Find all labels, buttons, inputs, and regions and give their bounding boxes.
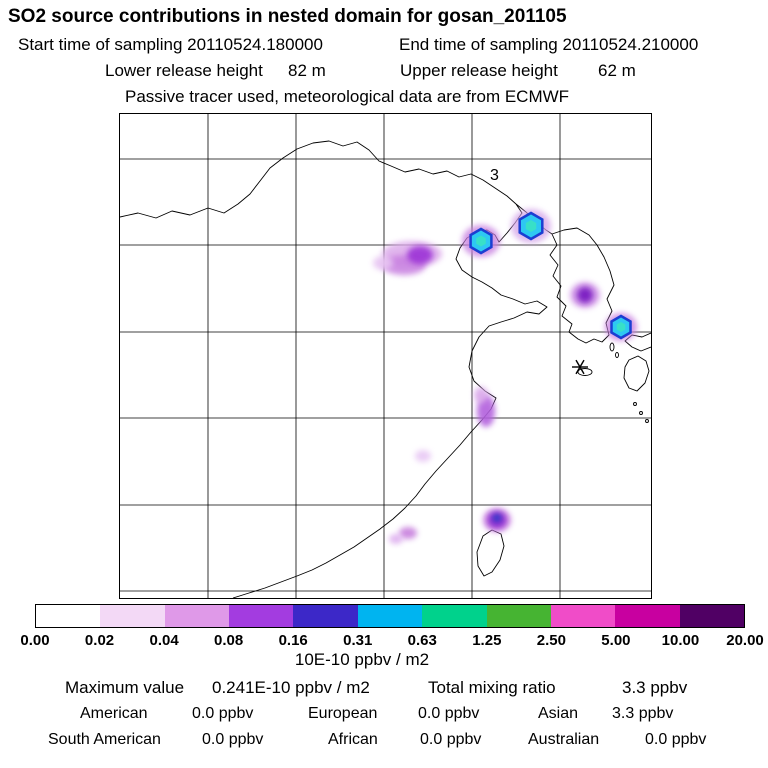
colorbar-segment bbox=[486, 605, 551, 627]
colorbar-tick-label: 0.04 bbox=[149, 632, 179, 649]
colorbar-tick-label: 0.31 bbox=[343, 632, 373, 649]
continent-value-american: 0.0 ppbv bbox=[192, 705, 254, 722]
plume-inner-mongolia-core bbox=[407, 246, 433, 264]
tracer-note: Passive tracer used, meteorological data… bbox=[125, 87, 570, 106]
colorbar-tick-label: 5.00 bbox=[601, 632, 631, 649]
continent-name-american: American bbox=[80, 705, 148, 722]
colorbar-tick-label: 2.50 bbox=[536, 632, 566, 649]
colorbar-tick-label: 20.00 bbox=[726, 632, 764, 649]
continent-value-australian: 0.0 ppbv bbox=[645, 731, 707, 748]
island-dot-3 bbox=[645, 419, 649, 423]
continent-name-african: African bbox=[328, 731, 378, 748]
hex-spot-2-core bbox=[525, 220, 537, 232]
concentration-hotspots bbox=[373, 209, 637, 544]
smudge-south-china bbox=[399, 527, 417, 539]
colorbar-segment bbox=[679, 605, 744, 627]
coastline-kyushu bbox=[623, 355, 650, 392]
plot-title: SO2 source contributions in nested domai… bbox=[8, 6, 567, 27]
coastline-honshu bbox=[624, 332, 651, 352]
island-dot-2 bbox=[639, 411, 643, 415]
continent-value-african: 0.0 ppbv bbox=[420, 731, 482, 748]
patch-inland-faint bbox=[415, 450, 431, 462]
island-dot-1 bbox=[633, 402, 637, 406]
station-marker-asterisk bbox=[572, 359, 588, 375]
colorbar-tick-label: 0.02 bbox=[84, 632, 115, 649]
colorbar-tick-label: 10.00 bbox=[661, 632, 700, 649]
upper-release-label: Upper release height bbox=[400, 61, 558, 80]
colorbar-segment bbox=[229, 605, 294, 627]
coastline-korea bbox=[549, 227, 615, 344]
map-panel: 3 bbox=[119, 113, 652, 599]
colorbar-segment bbox=[36, 605, 101, 627]
coastlines bbox=[120, 140, 651, 598]
patch-east-china-coast-2 bbox=[474, 387, 488, 403]
lower-release-label: Lower release height bbox=[105, 61, 263, 80]
total-mixing-ratio-value: 3.3 ppbv bbox=[622, 678, 688, 697]
colorbar-ticks: 0.00 0.02 0.04 0.08 0.16 0.31 0.63 1.25 2.50 5.00… bbox=[20, 632, 763, 650]
spot-korea-core bbox=[577, 287, 593, 303]
map-svg: 3 bbox=[120, 114, 651, 598]
continent-name-asian: Asian bbox=[538, 705, 579, 722]
colorbar-units-label: 10E-10 ppbv / m2 bbox=[294, 650, 430, 669]
colorbar-segment bbox=[615, 605, 680, 627]
total-mixing-ratio-label: Total mixing ratio bbox=[428, 678, 556, 697]
lower-release-value: 82 m bbox=[288, 61, 326, 80]
colorbar-segment bbox=[293, 605, 358, 627]
continent-value-south-american: 0.0 ppbv bbox=[202, 731, 264, 748]
hex-spot-1-core bbox=[476, 235, 486, 247]
colorbar-tick-label: 0.16 bbox=[278, 632, 308, 649]
continent-value-asian: 3.3 ppbv bbox=[612, 705, 674, 722]
continent-name-australian: Australian bbox=[528, 731, 600, 748]
coastline-taiwan bbox=[476, 529, 505, 577]
start-time-text: Start time of sampling 20110524.180000 bbox=[18, 35, 323, 54]
island-jeju bbox=[577, 368, 593, 376]
colorbar-tick-label: 0.63 bbox=[407, 632, 437, 649]
plume-west-faint bbox=[373, 256, 393, 270]
patch-east-china-coast bbox=[477, 395, 495, 427]
colorbar-tick-label: 0.08 bbox=[214, 632, 244, 649]
colorbar bbox=[35, 604, 745, 628]
colorbar-segment bbox=[357, 605, 423, 627]
border-lines-north bbox=[120, 140, 517, 219]
continent-name-european: European bbox=[308, 705, 378, 722]
upper-release-value: 62 m bbox=[598, 61, 636, 80]
grid-lines bbox=[120, 114, 651, 598]
hex-spot-3-core bbox=[616, 322, 626, 332]
cluster-number-label: 3 bbox=[490, 167, 499, 184]
colorbar-segment bbox=[550, 605, 616, 627]
colorbar-segment bbox=[422, 605, 487, 627]
end-time-text: End time of sampling 20110524.210000 bbox=[399, 35, 699, 54]
continent-name-south-american: South American bbox=[48, 731, 161, 748]
colorbar-tick-label: 0.00 bbox=[20, 632, 50, 649]
colorbar-segment bbox=[164, 605, 230, 627]
colorbar-segment bbox=[100, 605, 165, 627]
island-tsushima-2 bbox=[615, 352, 619, 358]
spot-taiwan-strait-core bbox=[492, 514, 502, 522]
island-tsushima bbox=[609, 342, 615, 352]
maximum-value-label: Maximum value bbox=[65, 678, 185, 697]
maximum-value: 0.241E-10 ppbv / m2 bbox=[212, 678, 370, 697]
colorbar-tick-label: 1.25 bbox=[472, 632, 502, 649]
continent-value-european: 0.0 ppbv bbox=[418, 705, 480, 722]
smudge-south-china-2 bbox=[389, 534, 403, 544]
